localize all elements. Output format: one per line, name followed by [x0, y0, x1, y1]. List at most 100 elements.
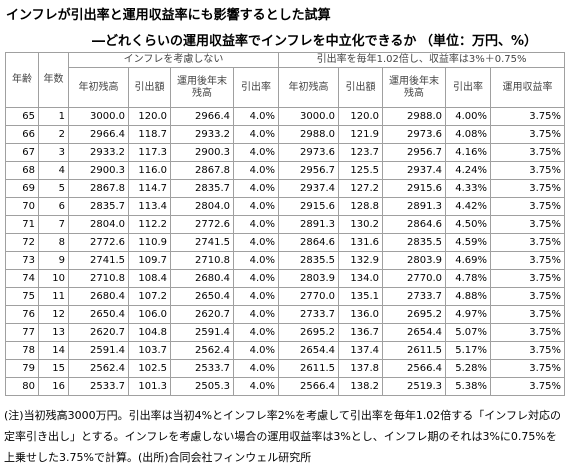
cell: 2519.3: [382, 377, 447, 396]
header-cell: 年数: [38, 52, 69, 108]
cell: 2562.4: [68, 359, 129, 378]
header-cell: 運用後年末残高: [382, 67, 447, 108]
cell: 132.9: [338, 251, 384, 270]
row: 70 6 2835.7 113.4 2804.0 4.0% 2915.6 128.8 2891.…: [5, 197, 566, 216]
cell: 4.0%: [232, 287, 280, 306]
cell: 4.0%: [232, 341, 280, 360]
cell: 2973.6: [382, 125, 447, 144]
cell: 4.0%: [232, 359, 280, 378]
cell: 78: [5, 341, 39, 360]
cell: 2611.5: [278, 359, 340, 378]
header-cell: 年齢: [5, 52, 39, 108]
cell: 2772.6: [170, 215, 234, 234]
cell: 116.0: [128, 161, 171, 180]
cell: 2891.3: [278, 215, 340, 234]
cell: 16: [38, 377, 69, 396]
cell: 2804.0: [68, 215, 129, 234]
cell: 2988.0: [278, 125, 340, 144]
row: 65 1 3000.0 120.0 2966.4 4.0% 3000.0 120.0 2988.…: [5, 107, 566, 126]
cell: 3.75%: [490, 359, 566, 378]
header-cell: 年初残高: [68, 67, 129, 108]
cell: 5.17%: [445, 341, 492, 360]
cell: 2803.9: [382, 251, 447, 270]
cell: 4.0%: [232, 143, 280, 162]
cell: 2864.6: [278, 233, 340, 252]
cell: 2900.3: [170, 143, 234, 162]
cell: 76: [5, 305, 39, 324]
cell: 12: [38, 305, 69, 324]
cell: 2864.6: [382, 215, 447, 234]
cell: 3.75%: [490, 251, 566, 270]
header-cell: 引出額: [338, 67, 384, 108]
cell: 127.2: [338, 179, 384, 198]
cell: 4.0%: [232, 251, 280, 270]
cell: 2835.7: [170, 179, 234, 198]
cell: 112.2: [128, 215, 171, 234]
cell: 2654.4: [278, 341, 340, 360]
cell: 9: [38, 251, 69, 270]
cell: 4.0%: [232, 377, 280, 396]
cell: 79: [5, 359, 39, 378]
cell: 75: [5, 287, 39, 306]
cell: 107.2: [128, 287, 171, 306]
cell: 2835.5: [278, 251, 340, 270]
cell: 2966.4: [68, 125, 129, 144]
row: 71 7 2804.0 112.2 2772.6 4.0% 2891.3 130.2 2864.…: [5, 215, 566, 234]
cell: 2772.6: [68, 233, 129, 252]
cell: 131.6: [338, 233, 384, 252]
header-cell: 年初残高: [278, 67, 340, 108]
cell: 4.0%: [232, 305, 280, 324]
cell: 108.4: [128, 269, 171, 288]
cell: 117.3: [128, 143, 171, 162]
cell: 2937.4: [382, 161, 447, 180]
cell: 4.24%: [445, 161, 492, 180]
cell: 3.75%: [490, 287, 566, 306]
cell: 2680.4: [170, 269, 234, 288]
cell: 2933.2: [68, 143, 129, 162]
cell: 3000.0: [278, 107, 340, 126]
group-header: インフレを考慮しない: [67, 52, 280, 68]
cell: 2770.0: [278, 287, 340, 306]
cell: 2695.2: [382, 305, 447, 324]
cell: 4.88%: [445, 287, 492, 306]
cell: 67: [5, 143, 39, 162]
cell: 2620.7: [68, 323, 129, 342]
cell: 71: [5, 215, 39, 234]
cell: 65: [5, 107, 39, 126]
cell: 120.0: [338, 107, 384, 126]
cell: 2710.8: [170, 251, 234, 270]
cell: 4: [38, 161, 69, 180]
cell: 3.75%: [490, 161, 566, 180]
title: インフレが引出率と運用収益率にも影響するとした試算: [6, 8, 331, 23]
header-cell: 引出率: [445, 67, 492, 108]
cell: 136.0: [338, 305, 384, 324]
cell: 3.75%: [490, 377, 566, 396]
cell: 5.38%: [445, 377, 492, 396]
cell: 2915.6: [278, 197, 340, 216]
subtitle: ―どれくらいの運用収益率でインフレを中立化できるか: [92, 34, 417, 49]
cell: 4.0%: [232, 107, 280, 126]
cell: 2867.8: [170, 161, 234, 180]
cell: 3.75%: [490, 323, 566, 342]
cell: 2835.5: [382, 233, 447, 252]
cell: 2803.9: [278, 269, 340, 288]
cell: 4.0%: [232, 125, 280, 144]
cell: 4.78%: [445, 269, 492, 288]
cell: 2867.8: [68, 179, 129, 198]
cell: 74: [5, 269, 39, 288]
cell: 2620.7: [170, 305, 234, 324]
cell: 114.7: [128, 179, 171, 198]
cell: 4.97%: [445, 305, 492, 324]
cell: 110.9: [128, 233, 171, 252]
cell: 72: [5, 233, 39, 252]
cell: 4.69%: [445, 251, 492, 270]
cell: 3.75%: [490, 215, 566, 234]
cell: 2611.5: [382, 341, 447, 360]
cell: 2533.7: [68, 377, 129, 396]
cell: 68: [5, 161, 39, 180]
cell: 66: [5, 125, 39, 144]
cell: 2741.5: [68, 251, 129, 270]
cell: 109.7: [128, 251, 171, 270]
header-cell: 運用後年末残高: [170, 67, 234, 108]
